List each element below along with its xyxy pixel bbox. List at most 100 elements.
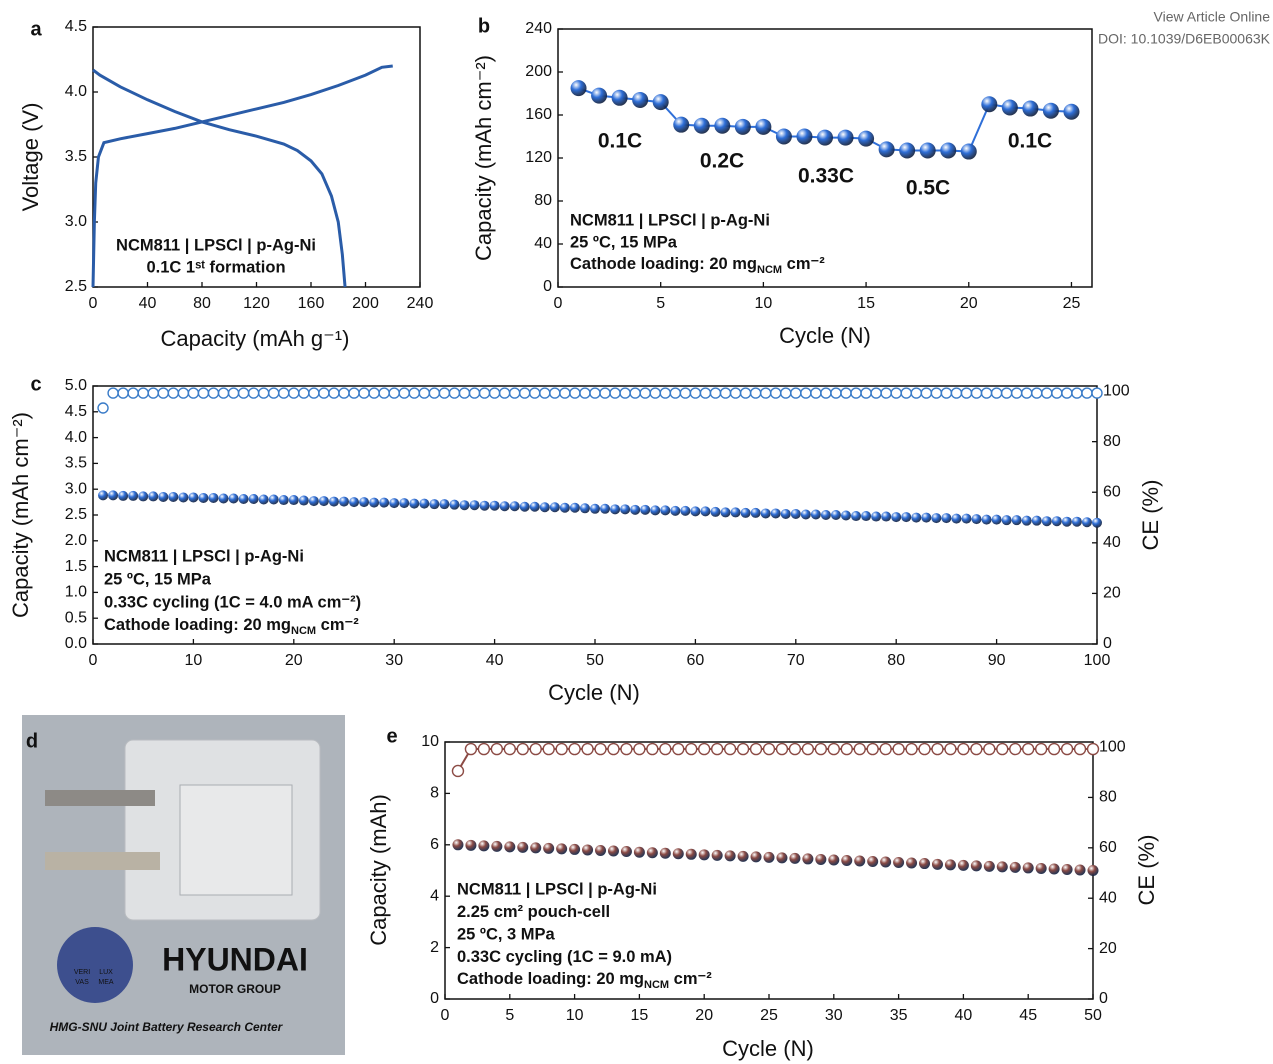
point bbox=[409, 499, 419, 509]
point bbox=[971, 744, 982, 755]
y-tick-label: 2.5 bbox=[65, 506, 87, 523]
point bbox=[630, 388, 640, 398]
point bbox=[239, 494, 249, 504]
y-tick-label: 2.5 bbox=[65, 278, 87, 295]
rate-label: 0.2C bbox=[700, 150, 744, 173]
x-tick-label: 50 bbox=[1084, 1007, 1102, 1024]
y-tick-label: 4.5 bbox=[65, 18, 87, 35]
point bbox=[399, 388, 409, 398]
point bbox=[188, 492, 198, 502]
point bbox=[982, 515, 992, 525]
point bbox=[595, 845, 606, 856]
point bbox=[893, 857, 904, 868]
point bbox=[439, 499, 449, 509]
point bbox=[751, 851, 762, 862]
point bbox=[510, 501, 520, 511]
header-link[interactable]: View Article Online bbox=[1154, 9, 1271, 25]
point bbox=[580, 503, 590, 513]
point bbox=[811, 509, 821, 519]
point bbox=[911, 513, 921, 523]
x-tick-label: 40 bbox=[486, 652, 504, 669]
annotation-part: cm⁻² bbox=[316, 616, 359, 634]
point bbox=[712, 850, 723, 861]
x-tick-label: 80 bbox=[193, 295, 211, 312]
point bbox=[560, 503, 570, 513]
point bbox=[1052, 516, 1062, 526]
point bbox=[610, 388, 620, 398]
x-tick-label: 15 bbox=[631, 1007, 649, 1024]
y-axis-title: Capacity (mAh cm⁻²) bbox=[8, 412, 33, 618]
point bbox=[710, 507, 720, 517]
y-tick-label: 10 bbox=[421, 733, 439, 750]
y-tick-label: 1.5 bbox=[65, 558, 87, 575]
point bbox=[700, 388, 710, 398]
point bbox=[971, 860, 982, 871]
point bbox=[339, 388, 349, 398]
point bbox=[1088, 744, 1099, 755]
point bbox=[465, 744, 476, 755]
point bbox=[1088, 865, 1099, 876]
point bbox=[239, 388, 249, 398]
x-tick-label: 0 bbox=[554, 295, 563, 312]
point bbox=[1062, 388, 1072, 398]
point bbox=[543, 843, 554, 854]
point bbox=[1062, 517, 1072, 527]
annotation-sub: NCM bbox=[644, 979, 669, 991]
point bbox=[540, 388, 550, 398]
point bbox=[452, 839, 463, 850]
annotation: Cathode loading: 20 mgNCM cm⁻² bbox=[570, 255, 825, 276]
point bbox=[854, 855, 865, 866]
point bbox=[992, 388, 1002, 398]
point bbox=[148, 491, 158, 501]
point bbox=[761, 508, 771, 518]
point bbox=[289, 388, 299, 398]
point bbox=[569, 744, 580, 755]
annotation: NCM811 | LPSCl | p-Ag-Ni bbox=[570, 211, 770, 229]
x-tick-label: 10 bbox=[185, 652, 203, 669]
point bbox=[796, 129, 812, 145]
y-tick-label: 0 bbox=[430, 990, 439, 1007]
point bbox=[478, 744, 489, 755]
point bbox=[1002, 388, 1012, 398]
logo-title: HYUNDAI bbox=[162, 941, 308, 977]
point bbox=[259, 388, 269, 398]
point bbox=[1036, 863, 1047, 874]
point bbox=[369, 498, 379, 508]
x-tick-label: 100 bbox=[1084, 652, 1111, 669]
point bbox=[1010, 744, 1021, 755]
point bbox=[776, 852, 787, 863]
annotation: 25 ºC, 15 MPa bbox=[104, 570, 212, 588]
annotation: 0.33C cycling (1C = 9.0 mA) bbox=[457, 948, 672, 966]
point bbox=[621, 846, 632, 857]
point bbox=[891, 512, 901, 522]
panel-label: d bbox=[26, 730, 38, 752]
point bbox=[921, 513, 931, 523]
point bbox=[339, 497, 349, 507]
point bbox=[480, 501, 490, 511]
point bbox=[600, 388, 610, 398]
point bbox=[841, 511, 851, 521]
point bbox=[802, 853, 813, 864]
point bbox=[168, 388, 178, 398]
y-axis-title: Voltage (V) bbox=[18, 103, 43, 212]
point bbox=[699, 849, 710, 860]
point bbox=[906, 744, 917, 755]
point bbox=[595, 744, 606, 755]
point bbox=[700, 506, 710, 516]
point bbox=[399, 498, 409, 508]
rate-label: 0.5C bbox=[906, 177, 950, 200]
point bbox=[961, 144, 977, 160]
point bbox=[945, 859, 956, 870]
point bbox=[480, 388, 490, 398]
point bbox=[919, 858, 930, 869]
annotation-part: Cathode loading: 20 mg bbox=[570, 255, 757, 273]
x-tick-label: 15 bbox=[857, 295, 875, 312]
point bbox=[491, 841, 502, 852]
point bbox=[560, 388, 570, 398]
point bbox=[118, 491, 128, 501]
point bbox=[610, 504, 620, 514]
point bbox=[686, 849, 697, 860]
annotation: Cathode loading: 20 mgNCM cm⁻² bbox=[104, 616, 359, 637]
point bbox=[1082, 388, 1092, 398]
annotation: NCM811 | LPSCl | p-Ag-Ni bbox=[116, 236, 316, 254]
